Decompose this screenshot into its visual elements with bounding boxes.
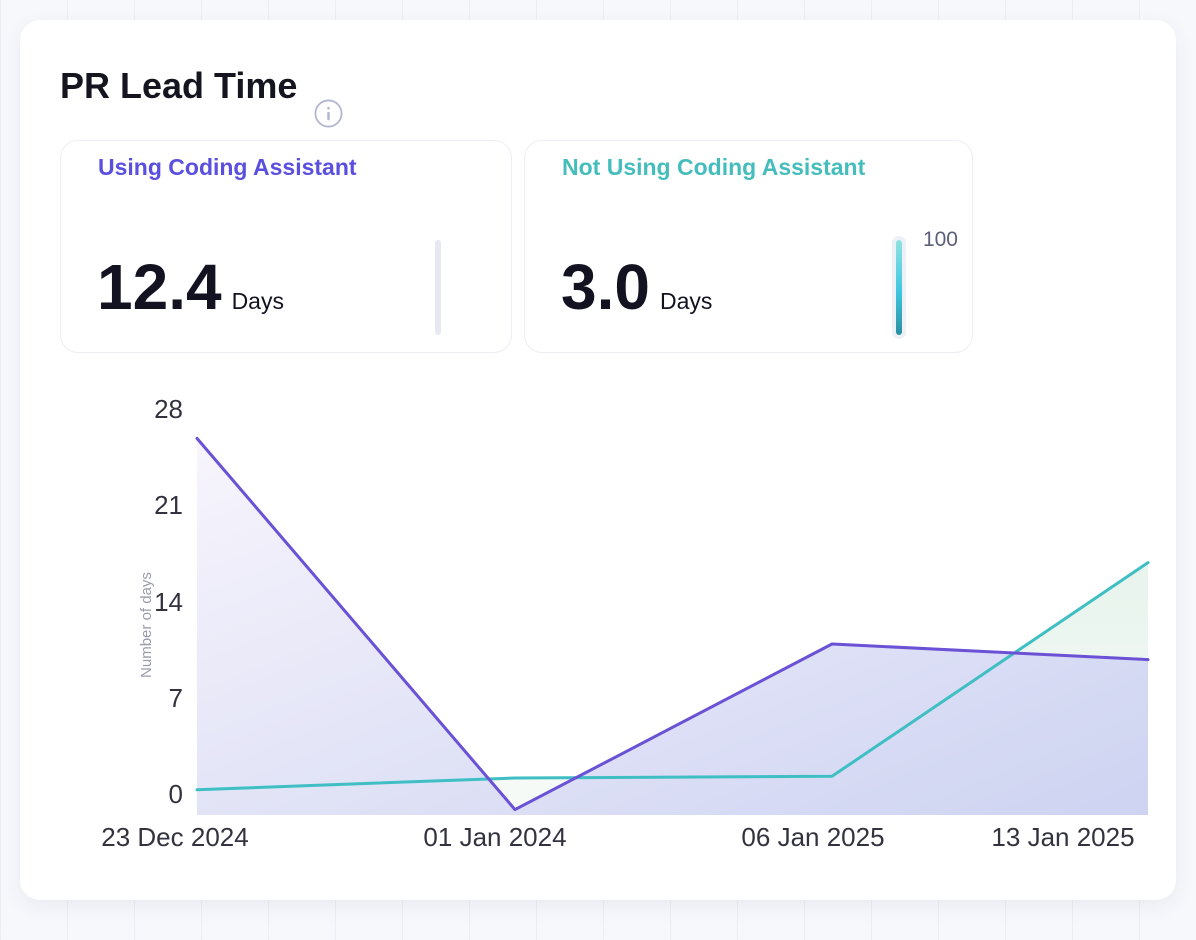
svg-text:21: 21	[154, 490, 183, 520]
svg-text:01 Jan 2024: 01 Jan 2024	[423, 822, 566, 852]
svg-text:Number of days: Number of days	[138, 572, 155, 678]
svg-text:0: 0	[169, 779, 183, 809]
svg-text:13 Jan 2025: 13 Jan 2025	[991, 822, 1134, 852]
svg-text:06 Jan 2025: 06 Jan 2025	[741, 822, 884, 852]
svg-text:23 Dec 2024: 23 Dec 2024	[101, 822, 248, 852]
svg-text:28: 28	[154, 394, 183, 424]
svg-text:7: 7	[169, 683, 183, 713]
svg-text:14: 14	[154, 587, 183, 617]
